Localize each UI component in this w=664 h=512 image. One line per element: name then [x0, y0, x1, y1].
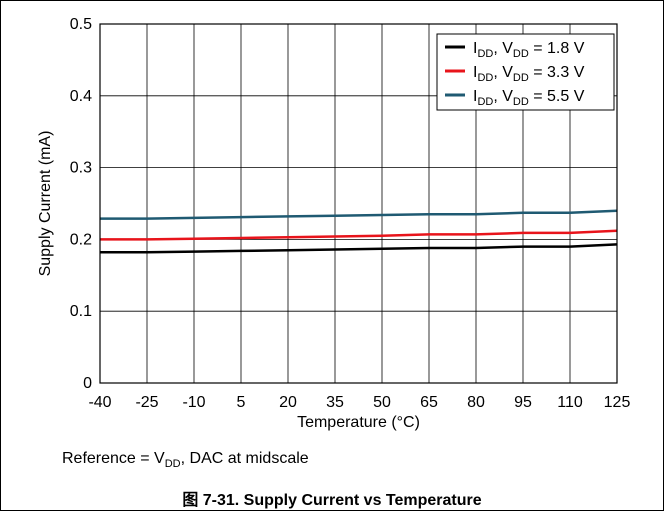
series-line-2: [100, 229, 618, 241]
note-prefix: Reference = V: [62, 450, 165, 467]
legend-label-2: IDD, VDD = 3.3 V: [473, 64, 585, 84]
x-tick-label: 95: [514, 394, 532, 411]
note-subscript: DD: [164, 458, 181, 471]
legend-label-1: IDD, VDD = 1.8 V: [473, 40, 585, 60]
series-line-1: [100, 243, 618, 254]
supply-current-chart: -40 -25 -10 5 20 35 50 65 80 95 110 125 00.10.20.30…: [37, 16, 630, 431]
y-tick-label: 0.1: [70, 303, 92, 320]
x-tick-labels: -40 -25 -10 5 20 35 50 65 80 95 110 125: [88, 394, 630, 411]
series-line-3: [100, 209, 618, 220]
y-tick-label: 0.2: [70, 231, 92, 248]
y-axis-label: Supply Current (mA): [37, 131, 54, 277]
note-suffix: , DAC at midscale: [180, 450, 309, 467]
x-tick-label: -10: [182, 394, 205, 411]
legend: IDD, VDD = 1.8 V IDD, VDD = 3.3 V IDD, VDD…: [436, 33, 615, 111]
legend-box: [436, 33, 615, 111]
x-tick-label: -40: [88, 394, 111, 411]
x-tick-label: 5: [237, 394, 246, 411]
top-border: [0, 0, 664, 1]
x-tick-label: 50: [373, 394, 391, 411]
y-tick-label: 0.3: [70, 160, 92, 177]
x-axis-label: Temperature (°C): [297, 414, 420, 431]
y-tick-labels: 0 0.1 0.2 0.3 0.4 0.5: [70, 16, 92, 392]
x-tick-label: 110: [557, 394, 583, 411]
plot-border: [99, 23, 618, 384]
y-tick-label: 0.4: [70, 88, 92, 105]
x-tick-label: 35: [326, 394, 344, 411]
figure-caption: 图 7-31. Supply Current vs Temperature: [182, 492, 482, 509]
y-tick-label: 0.5: [70, 16, 92, 33]
x-tick-label: 65: [420, 394, 438, 411]
x-tick-label: -25: [135, 394, 158, 411]
y-tick-label: 0: [83, 375, 92, 392]
x-tick-label: 125: [604, 394, 631, 411]
series-layer: [100, 209, 618, 254]
x-tick-label: 80: [467, 394, 485, 411]
legend-label-3: IDD, VDD = 5.5 V: [473, 88, 585, 108]
x-tick-label: 20: [279, 394, 297, 411]
reference-note: Reference = VDD, DAC at midscale: [62, 450, 309, 470]
